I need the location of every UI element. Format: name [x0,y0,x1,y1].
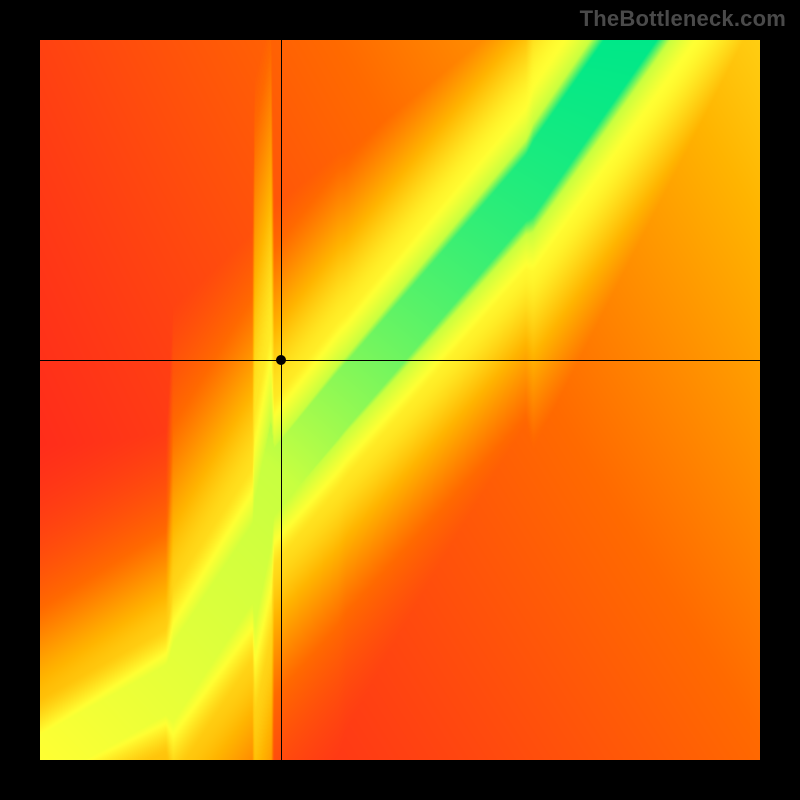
heatmap-canvas [40,40,760,760]
plot-area [40,40,760,760]
marker-dot [276,355,286,365]
crosshair-vertical [281,40,282,760]
chart-container: TheBottleneck.com [0,0,800,800]
watermark-text: TheBottleneck.com [580,6,786,32]
crosshair-horizontal [40,360,760,361]
